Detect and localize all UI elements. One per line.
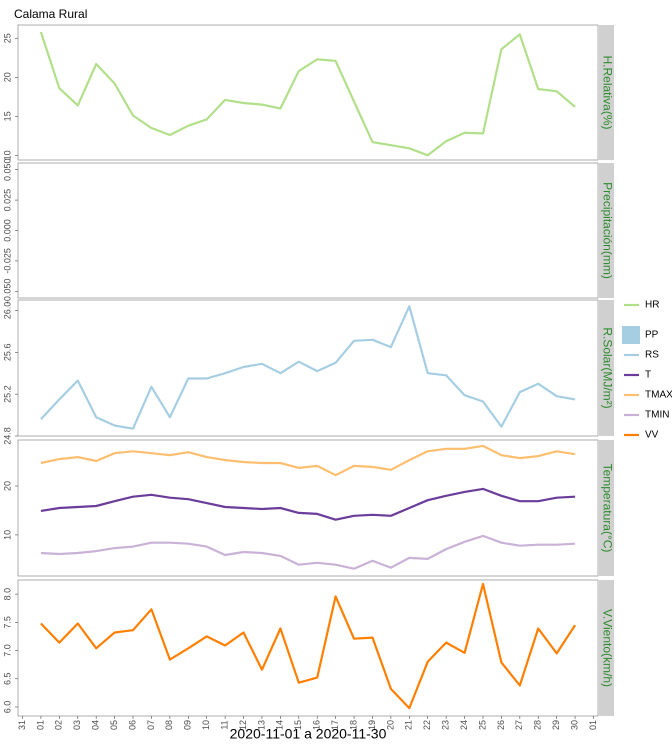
strip (599, 300, 614, 436)
y-tick-label: 15 (2, 111, 12, 121)
legend-label: RS (645, 350, 659, 361)
y-tick-label: 26.0 (2, 302, 12, 320)
panel-label: R.Solar(MJ/m²) (600, 327, 614, 408)
x-tick-label: 20 (385, 720, 395, 730)
strip (599, 440, 614, 576)
x-tick-label: 05 (109, 720, 119, 730)
y-tick-label: 6.0 (2, 701, 12, 714)
y-tick-label: 7.5 (2, 616, 12, 629)
x-tick-label: 18 (348, 720, 358, 730)
panel-label: Precipitación(mm) (600, 182, 614, 279)
x-tick-label: 04 (91, 720, 101, 730)
y-tick-label: -0.050 (2, 279, 12, 305)
legend-label: VV (645, 430, 659, 441)
legend-label: HR (645, 300, 659, 311)
x-tick-label: 27 (514, 720, 524, 730)
x-tick-label: 09 (183, 720, 193, 730)
chart-title: Calama Rural (14, 7, 87, 21)
line-series (40, 487, 576, 521)
legend-label: TMIN (645, 410, 669, 421)
line-series (40, 444, 576, 477)
y-tick-label: 24.8 (2, 427, 12, 445)
panel (17, 24, 599, 161)
y-tick-label: 20 (2, 72, 12, 82)
x-tick-label: 31 (17, 720, 27, 730)
x-tick-label: 21 (404, 720, 414, 730)
y-tick-label: 7.0 (2, 644, 12, 657)
panel (17, 439, 599, 577)
x-tick-label: 19 (367, 720, 377, 730)
x-tick-label: 12 (238, 720, 248, 730)
y-tick-label: 25.6 (2, 344, 12, 362)
panel-label: Temperatura(°C) (600, 464, 614, 553)
y-tick-label: 10 (2, 150, 12, 160)
x-tick-label: 11 (219, 720, 229, 729)
strip (599, 25, 614, 160)
x-tick-label: 06 (127, 720, 137, 730)
x-tick-label: 10 (201, 720, 211, 730)
x-tick-label: 02 (54, 720, 64, 730)
x-tick-label: 28 (533, 720, 543, 730)
legend-label: PP (645, 330, 659, 341)
y-tick-label: 25 (2, 33, 12, 43)
x-tick-label: 23 (441, 720, 451, 730)
y-tick-label: 20 (2, 481, 12, 491)
strip (599, 163, 614, 298)
x-tick-label: 01 (35, 720, 45, 730)
panel-label: V.Viento(km/h) (600, 609, 614, 687)
line-series (39, 31, 576, 157)
y-tick-label: 0.000 (2, 219, 12, 242)
x-tick-label: 25 (477, 720, 487, 730)
x-tick-label: 01 (588, 720, 598, 730)
panel (17, 162, 599, 299)
legend-swatch (622, 326, 640, 344)
x-tick-label: 24 (459, 720, 469, 730)
x-tick-label: 30 (569, 720, 579, 730)
strip (599, 580, 614, 716)
line-series (40, 582, 577, 710)
x-tick-label: 08 (164, 720, 174, 730)
x-tick-label: 17 (330, 720, 340, 730)
x-tick-label: 26 (496, 720, 506, 730)
x-axis-label: 2020-11-01 a 2020-11-30 (230, 726, 387, 742)
legend-label: TMAX (645, 390, 672, 401)
x-tick-label: 14 (275, 720, 285, 730)
x-tick-label: 29 (551, 720, 561, 730)
panel-label: H.Relativa(%) (600, 55, 614, 129)
y-tick-label: 6.5 (2, 672, 12, 685)
x-tick-label: 13 (256, 720, 266, 730)
x-tick-label: 16 (312, 720, 322, 730)
x-tick-label: 07 (146, 720, 156, 730)
y-tick-label: 0.025 (2, 189, 12, 212)
panel (17, 299, 599, 437)
y-tick-label: 25.2 (2, 385, 12, 403)
x-tick-label: 03 (72, 720, 82, 730)
line-series (40, 305, 576, 430)
x-tick-label: 15 (293, 720, 303, 730)
y-tick-label: 0.050 (2, 158, 12, 181)
line-series (40, 534, 576, 570)
panel (17, 579, 599, 717)
legend-label: T (645, 370, 651, 381)
y-tick-label: 8.0 (2, 588, 12, 601)
y-tick-label: -0.025 (2, 248, 12, 274)
x-tick-label: 22 (422, 720, 432, 730)
y-tick-label: 10 (2, 530, 12, 540)
